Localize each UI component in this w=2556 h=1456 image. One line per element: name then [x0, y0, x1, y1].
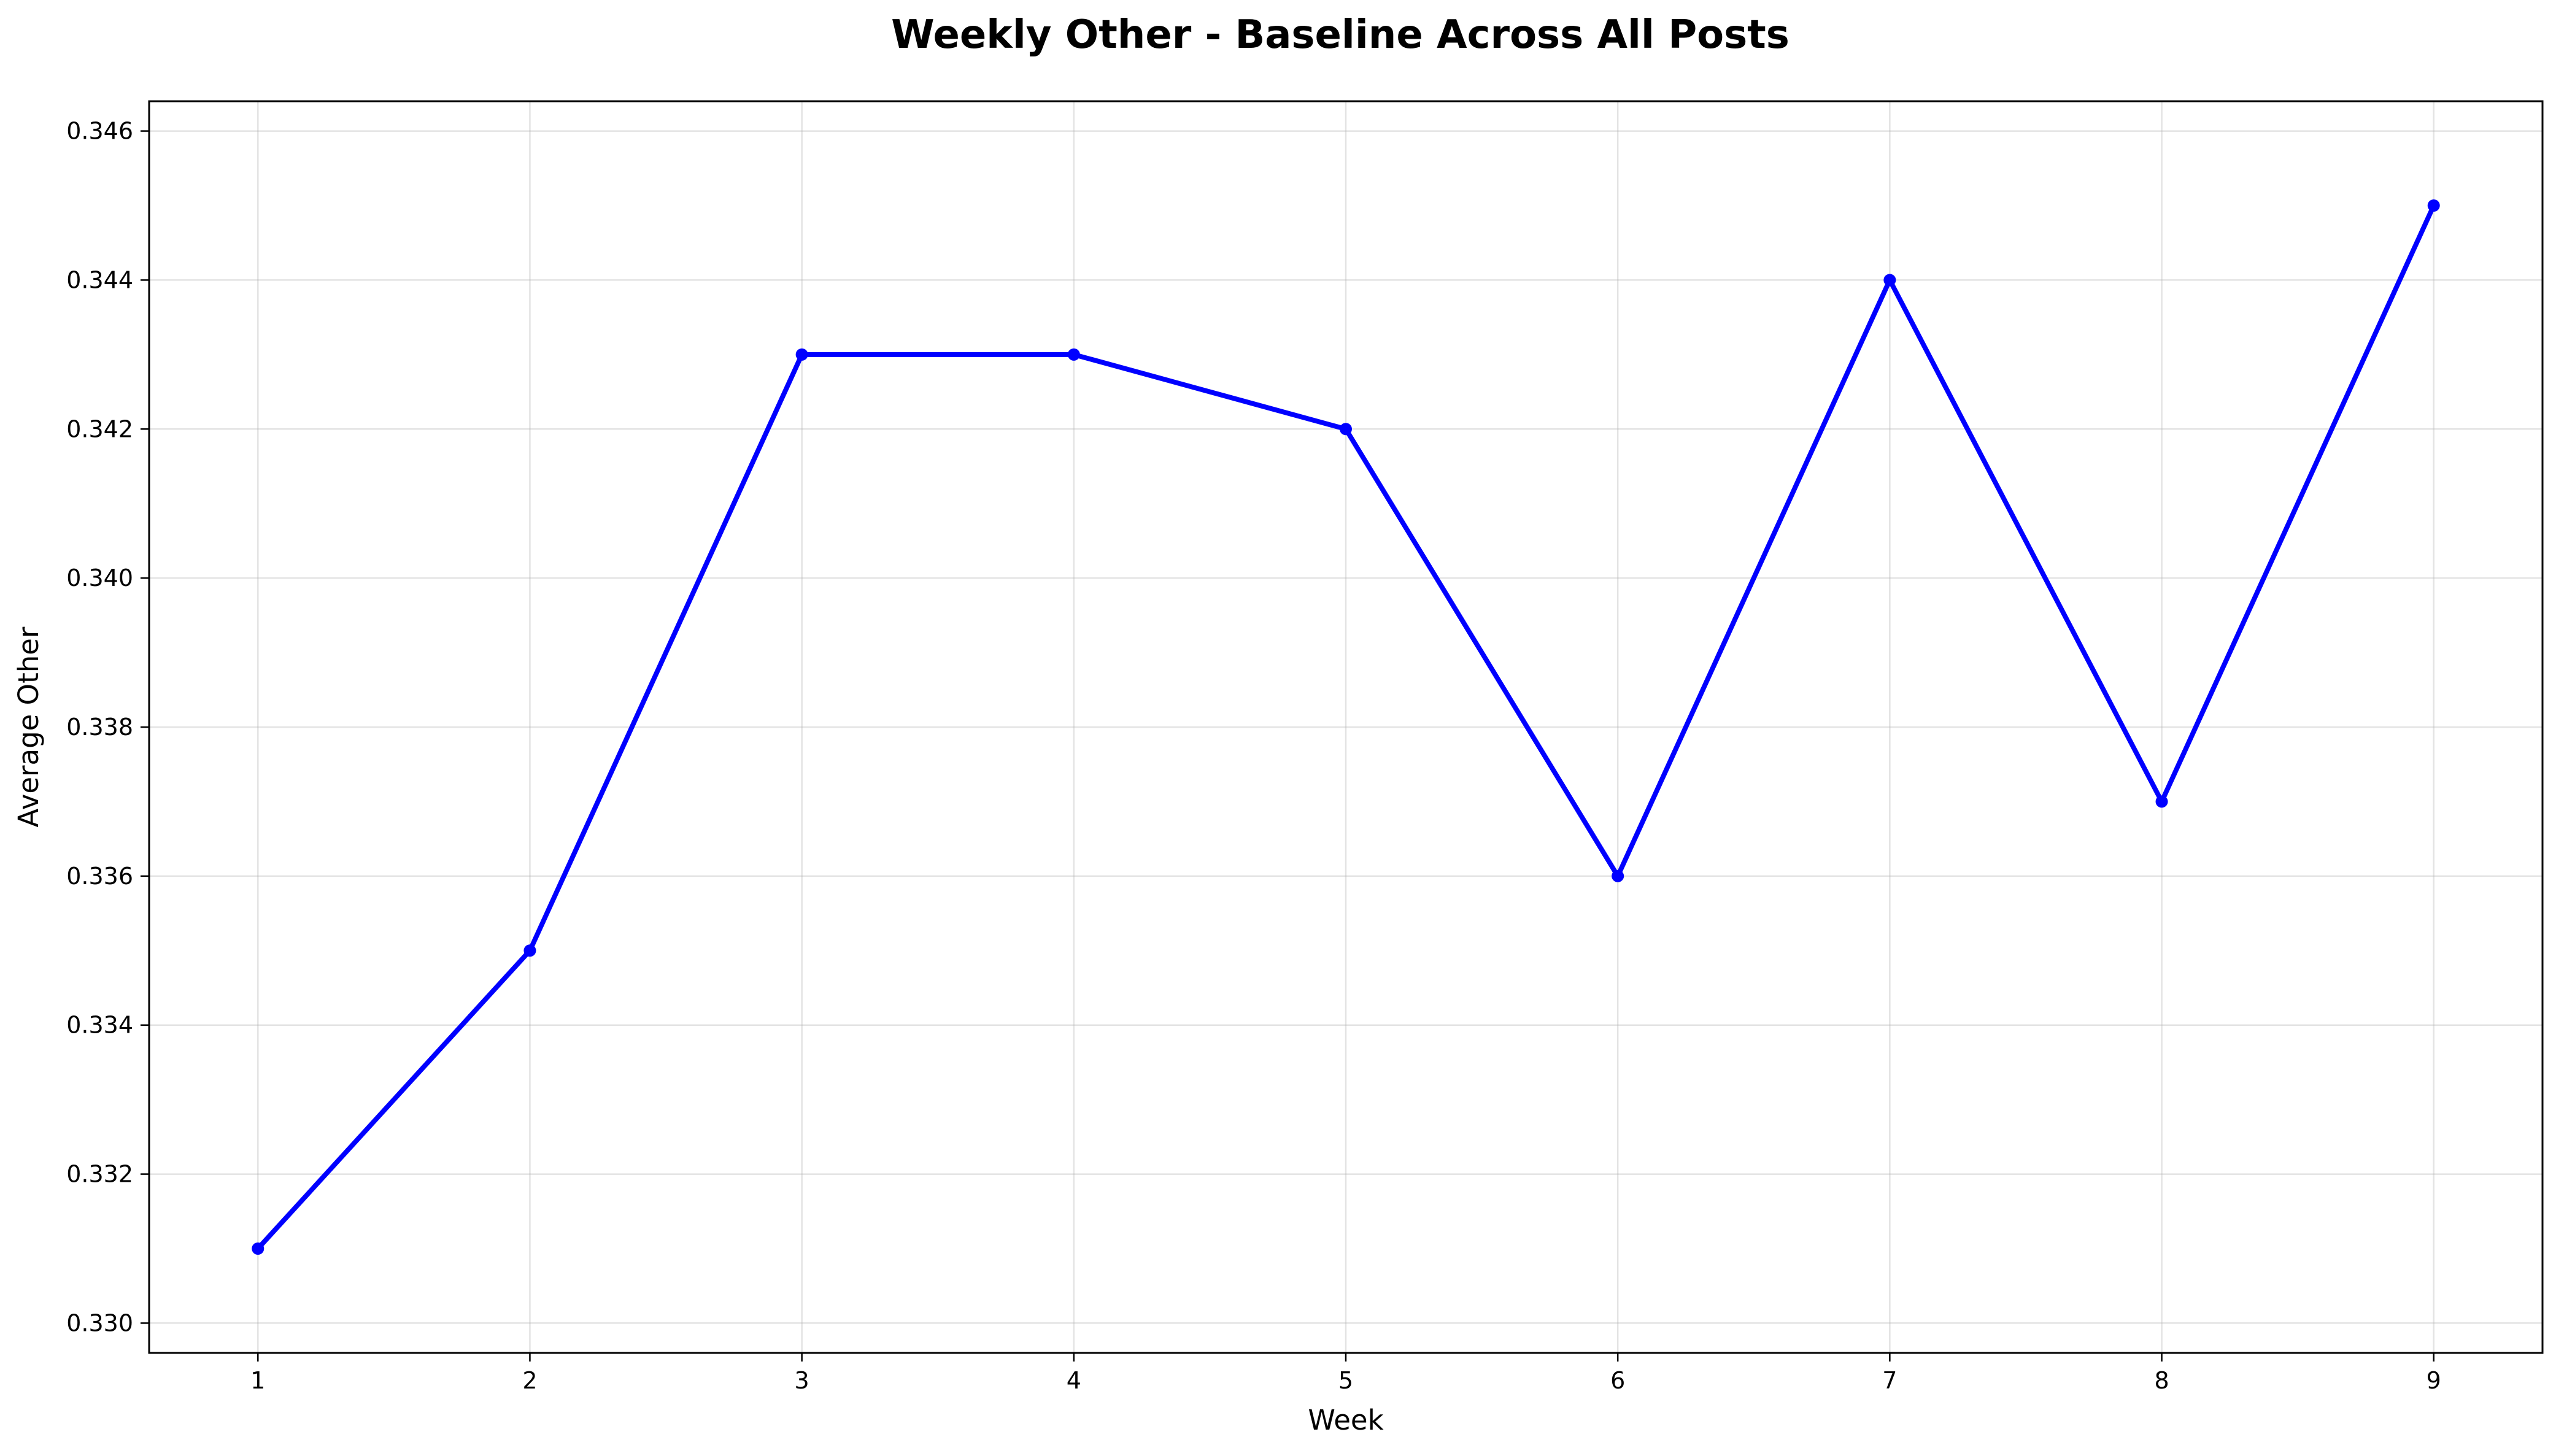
data-point-marker [1612, 869, 1624, 882]
y-tick-label: 0.338 [66, 714, 133, 741]
data-point-marker [2427, 199, 2440, 212]
y-tick-label: 0.334 [66, 1012, 133, 1039]
x-tick-label: 1 [250, 1367, 265, 1394]
y-tick-label: 0.336 [66, 863, 133, 890]
x-tick-label: 6 [1610, 1367, 1625, 1394]
data-point-marker [2155, 795, 2168, 808]
data-point-marker [1340, 423, 1352, 436]
x-axis-label: Week [1308, 1404, 1383, 1436]
data-point-marker [795, 348, 808, 361]
x-tick-label: 9 [2427, 1367, 2441, 1394]
x-tick-label: 4 [1067, 1367, 1081, 1394]
data-point-marker [1067, 348, 1080, 361]
y-tick-label: 0.344 [66, 266, 133, 293]
x-tick-label: 8 [2154, 1367, 2169, 1394]
x-tick-label: 5 [1338, 1367, 1353, 1394]
y-axis-label: Average Other [12, 626, 45, 827]
x-tick-label: 2 [522, 1367, 537, 1394]
y-tick-label: 0.330 [66, 1309, 133, 1336]
data-series [252, 199, 2440, 1255]
data-point-marker [252, 1242, 264, 1255]
data-point-marker [1883, 274, 1896, 287]
y-tick-label: 0.332 [66, 1161, 133, 1188]
y-tick-label: 0.346 [66, 118, 133, 145]
data-point-marker [523, 944, 536, 957]
chart-title: Weekly Other - Baseline Across All Posts [891, 12, 1790, 58]
axis-ticks: 1 2 3 4 5 6 7 8 9 0.330 0.332 0.334 0.336 0.338 0.340 0… [66, 118, 2441, 1394]
x-tick-label: 7 [1882, 1367, 1897, 1394]
grid-lines [149, 101, 2542, 1353]
y-tick-label: 0.340 [66, 564, 133, 591]
y-tick-label: 0.342 [66, 415, 133, 442]
x-tick-label: 3 [795, 1367, 809, 1394]
